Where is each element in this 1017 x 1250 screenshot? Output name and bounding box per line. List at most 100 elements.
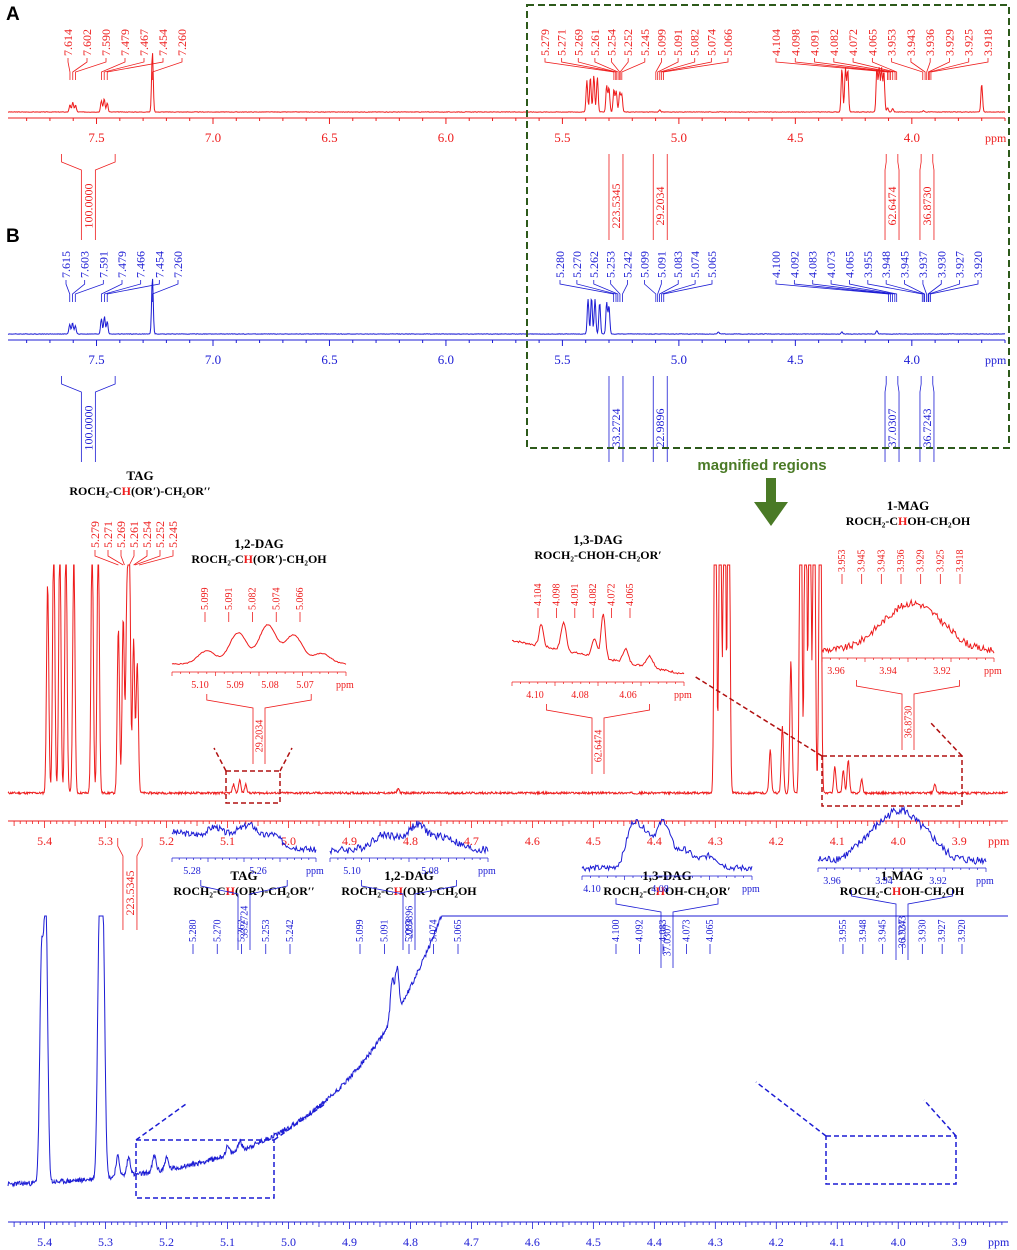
peak-label: 5.261 bbox=[127, 521, 141, 548]
peak-leader bbox=[891, 58, 924, 80]
peak-leader bbox=[106, 58, 164, 80]
tick-label: 3.9 bbox=[952, 834, 967, 848]
inset-tick-label: 5.07 bbox=[296, 680, 314, 691]
inset-tick-label: 5.08 bbox=[421, 866, 439, 877]
zoom-line bbox=[135, 1103, 187, 1141]
tick-label: 5.0 bbox=[671, 130, 687, 145]
integral-bracket bbox=[200, 880, 288, 950]
integral-value: 100.0000 bbox=[81, 184, 95, 229]
zoom-line bbox=[755, 1081, 827, 1137]
tick-label: 5.2 bbox=[159, 1235, 174, 1249]
inset-tick-label: 5.26 bbox=[249, 866, 267, 877]
tick-label: 5.5 bbox=[554, 352, 570, 367]
magnified-overlay: magnified regions bbox=[135, 4, 1010, 1199]
peak-label: 7.467 bbox=[137, 29, 151, 56]
peak-leader bbox=[594, 58, 619, 80]
group-title: 1,2-DAG bbox=[234, 536, 283, 551]
peak-label: 5.099 bbox=[654, 29, 668, 56]
peak-label: 4.104 bbox=[533, 584, 544, 607]
axis-unit: ppm bbox=[988, 1235, 1010, 1249]
peak-label: 5.083 bbox=[671, 251, 685, 278]
tick-label: 4.7 bbox=[464, 834, 479, 848]
tick-label: 4.0 bbox=[891, 834, 906, 848]
peak-label: 7.614 bbox=[61, 29, 75, 56]
inset-tick-label: 3.96 bbox=[823, 876, 841, 887]
peak-label: 4.082 bbox=[588, 584, 599, 607]
peak-label: 5.280 bbox=[553, 251, 567, 278]
peak-leader bbox=[561, 58, 617, 80]
integral-bracket bbox=[856, 680, 960, 750]
tick-label: 6.5 bbox=[321, 352, 337, 367]
peak-label: 7.479 bbox=[115, 251, 129, 278]
tick-label: 5.1 bbox=[220, 1235, 235, 1249]
peak-leader bbox=[138, 550, 174, 566]
peak-leader bbox=[593, 280, 619, 302]
peak-label: 5.242 bbox=[285, 920, 296, 943]
tick-label: 4.2 bbox=[769, 834, 784, 848]
integral-value: 33.2724 bbox=[609, 409, 623, 448]
structure-formula: ROCH₂-CH(OR′)-CH₂OR′′ bbox=[173, 884, 314, 898]
integral-value: 36.8730 bbox=[920, 187, 934, 226]
inset-unit: ppm bbox=[674, 690, 692, 701]
tick-label: 5.4 bbox=[37, 834, 52, 848]
formula-part: (OR′)-CH₂OH bbox=[403, 884, 477, 898]
group-title: TAG bbox=[230, 868, 257, 883]
peak-leader bbox=[106, 280, 160, 302]
integral-value: 29.2034 bbox=[255, 720, 266, 753]
peak-label: 5.270 bbox=[212, 920, 223, 943]
peak-label: 3.920 bbox=[957, 920, 968, 943]
peak-leader bbox=[120, 550, 125, 566]
inset-trace bbox=[511, 613, 685, 675]
peak-leader bbox=[74, 280, 104, 302]
peak-label: 3.945 bbox=[878, 920, 889, 943]
integral-value: 36.7243 bbox=[898, 916, 909, 949]
formula-part: (OR′)-CH₂OR′′ bbox=[235, 884, 315, 898]
peak-label: 5.099 bbox=[637, 251, 651, 278]
inset-unit: ppm bbox=[336, 680, 354, 691]
integral-bracket bbox=[61, 154, 116, 240]
inset-trace bbox=[817, 805, 987, 866]
group-title: TAG bbox=[126, 468, 153, 483]
peak-label: 3.930 bbox=[934, 251, 948, 278]
peak-label: 5.252 bbox=[153, 521, 167, 548]
tick-label: 6.0 bbox=[438, 130, 454, 145]
integral-value: 62.6474 bbox=[594, 730, 605, 763]
peak-label: 3.936 bbox=[896, 550, 907, 573]
inset-unit: ppm bbox=[478, 866, 496, 877]
peak-label: 5.091 bbox=[654, 251, 668, 278]
peak-leader bbox=[663, 58, 729, 80]
peak-leader bbox=[544, 58, 615, 80]
panel-a: A 7.5 7.0 6.5 6.0 5.5 5.0 4.5 4.0 ppm 7.614 7.602 7.… bbox=[6, 4, 1007, 240]
peak-label: 4.073 bbox=[824, 251, 838, 278]
peak-leader bbox=[926, 58, 931, 80]
inset-tick-label: 3.96 bbox=[827, 666, 845, 677]
peak-label: 4.072 bbox=[846, 29, 860, 56]
peak-label: 5.252 bbox=[621, 29, 635, 56]
zoom-box bbox=[821, 755, 963, 807]
peak-label: 3.936 bbox=[923, 29, 937, 56]
axis-unit: ppm bbox=[988, 834, 1010, 848]
zoom-line bbox=[273, 1103, 326, 1141]
tick-label: 6.5 bbox=[321, 130, 337, 145]
peak-label: 3.918 bbox=[955, 550, 966, 573]
peak-label: 7.466 bbox=[134, 251, 148, 278]
structure-formula: ROCH₂-CH(OR′)-CH₂OH bbox=[191, 552, 327, 566]
peak-label: 5.279 bbox=[538, 29, 552, 56]
tick-label: 5.0 bbox=[281, 1235, 296, 1249]
tick-label: 7.5 bbox=[88, 130, 104, 145]
peak-leader bbox=[775, 58, 888, 80]
peak-leader bbox=[94, 550, 119, 566]
peak-label: 4.082 bbox=[827, 29, 841, 56]
peak-label: 5.074 bbox=[429, 920, 440, 943]
inset-tick-label: 4.08 bbox=[571, 690, 589, 701]
formula-part: OH-CH₂OH bbox=[907, 514, 971, 528]
peak-label: 5.099 bbox=[200, 588, 211, 611]
inset-unit: ppm bbox=[976, 876, 994, 887]
inset-tick-label: 4.10 bbox=[526, 690, 544, 701]
peak-leader bbox=[793, 280, 891, 302]
peak-leader bbox=[775, 280, 889, 302]
peak-leader bbox=[928, 58, 970, 80]
formula-highlight: H bbox=[656, 884, 666, 898]
peak-leader bbox=[576, 280, 617, 302]
tick-label: 4.4 bbox=[647, 1235, 662, 1249]
